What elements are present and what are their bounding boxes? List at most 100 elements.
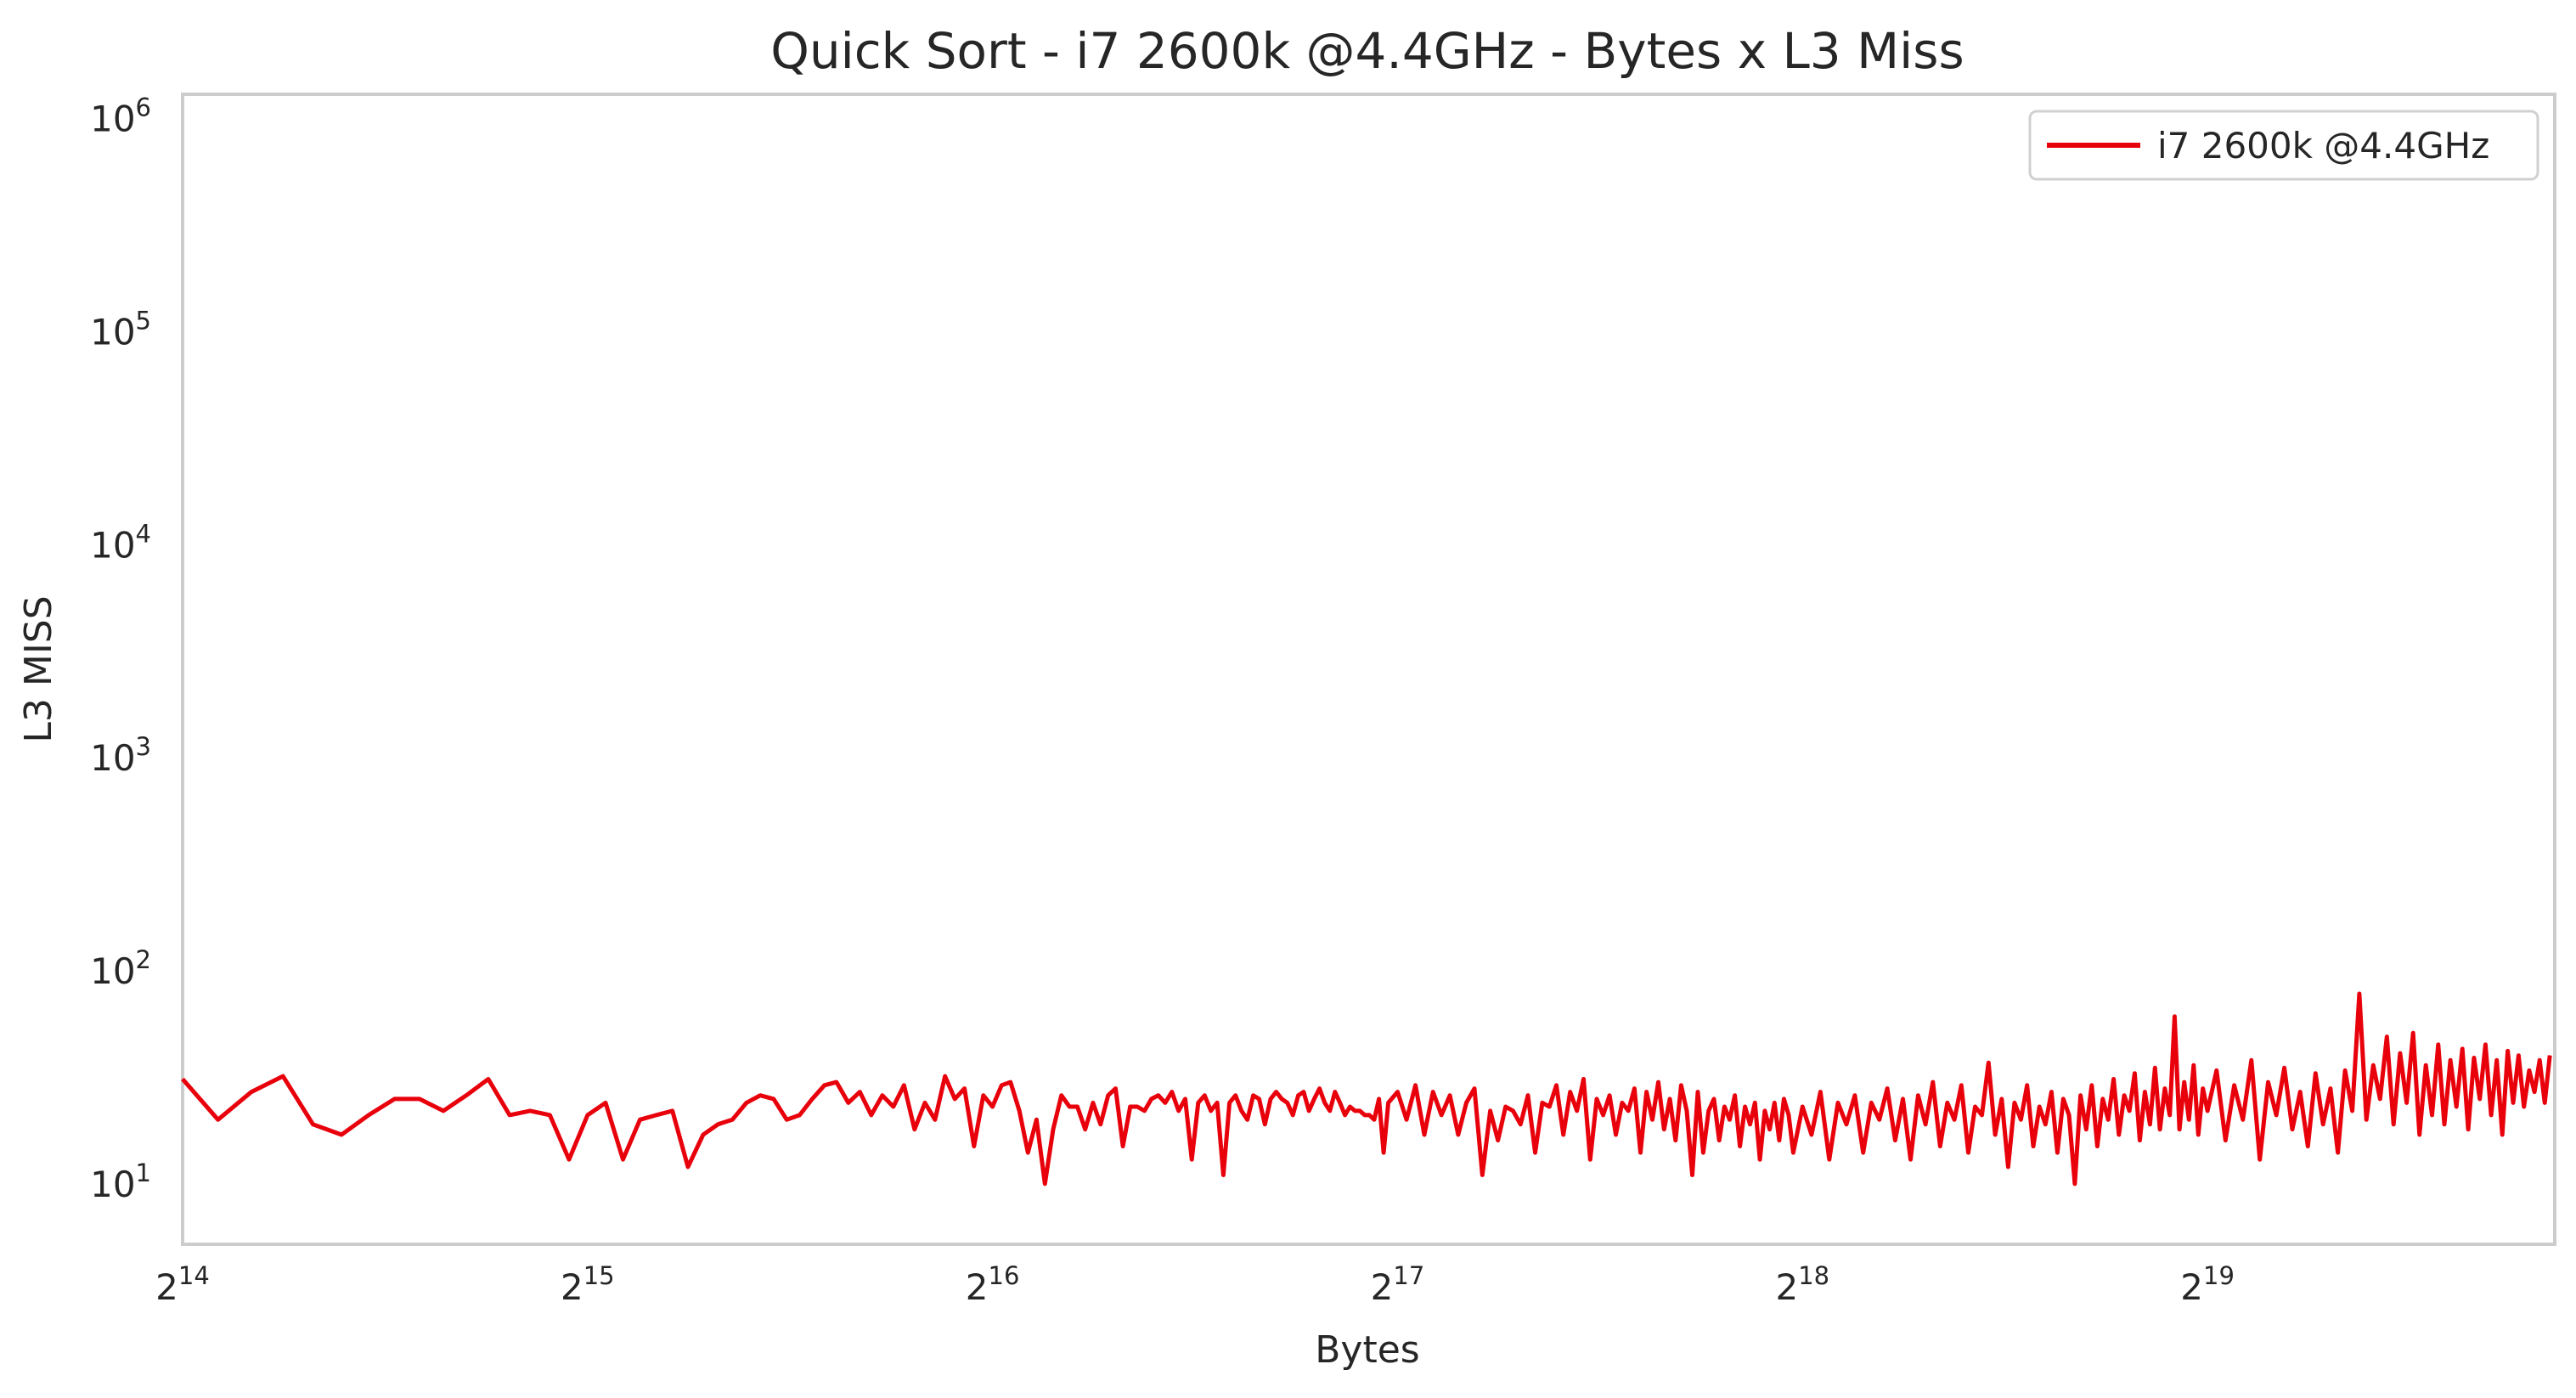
data-point: [2344, 1069, 2346, 1071]
data-point: [2164, 1088, 2166, 1090]
data-point: [2393, 1124, 2394, 1125]
data-point: [2412, 1032, 2414, 1034]
data-point: [2096, 1146, 2098, 1147]
data-point: [2496, 1059, 2498, 1061]
x-tick-label: 215: [561, 1261, 615, 1308]
data-point: [1651, 1119, 1654, 1120]
data-point: [1334, 1091, 1336, 1093]
data-point: [2528, 1069, 2530, 1071]
data-point: [1548, 1106, 1550, 1108]
x-tick-label-exponent: 14: [178, 1261, 210, 1290]
data-point: [2501, 1134, 2503, 1136]
y-tick-label-exponent: 1: [136, 1158, 151, 1187]
data-point: [1728, 1119, 1731, 1120]
data-point: [1788, 1114, 1790, 1116]
data-point: [1527, 1095, 1529, 1096]
legend-box: [2028, 110, 2539, 181]
data-point: [1932, 1081, 1934, 1083]
data-point: [2259, 1158, 2261, 1160]
data-point: [1686, 1110, 1688, 1112]
data-point: [1734, 1095, 1736, 1096]
y-tick-label-exponent: 6: [136, 93, 151, 122]
data-point: [1354, 1110, 1356, 1112]
data-point: [1589, 1158, 1591, 1160]
data-point: [1396, 1091, 1399, 1093]
data-point: [1287, 1102, 1288, 1103]
data-point: [1576, 1110, 1578, 1112]
x-tick-label-base: 2: [2180, 1266, 2203, 1308]
data-point: [983, 1095, 984, 1096]
data-point: [1894, 1140, 1896, 1142]
data-point: [2275, 1114, 2277, 1116]
data-point: [746, 1102, 747, 1103]
data-point: [1490, 1110, 1491, 1112]
data-point: [1582, 1078, 1585, 1080]
data-point: [1621, 1102, 1623, 1103]
data-point: [509, 1114, 510, 1116]
x-tick-label-base: 2: [155, 1266, 178, 1308]
data-point: [1769, 1129, 1771, 1130]
data-point: [2291, 1129, 2293, 1130]
data-point: [2134, 1073, 2135, 1074]
data-point: [529, 1110, 531, 1112]
data-point: [1505, 1106, 1507, 1108]
data-point: [442, 1110, 444, 1112]
data-point: [1378, 1098, 1380, 1100]
data-point: [924, 1102, 926, 1103]
x-tick-label: 217: [1371, 1261, 1425, 1308]
data-point: [2113, 1078, 2115, 1080]
data-point: [2188, 1119, 2190, 1120]
data-point: [717, 1124, 719, 1125]
data-point: [811, 1098, 813, 1100]
data-point: [1519, 1124, 1521, 1125]
data-point: [2068, 1114, 2070, 1116]
data-point: [2449, 1059, 2451, 1061]
y-tick-label-exponent: 2: [136, 945, 151, 974]
data-point: [2139, 1140, 2140, 1142]
data-point: [1092, 1102, 1094, 1103]
data-point: [1241, 1110, 1243, 1112]
x-tick-label: 218: [1775, 1261, 1829, 1308]
y-axis-label: L3 MISS: [17, 595, 60, 742]
x-tick-label-exponent: 18: [1798, 1261, 1829, 1290]
data-point: [2044, 1124, 2046, 1125]
data-point: [1210, 1110, 1212, 1112]
data-point: [1939, 1146, 1941, 1147]
data-point: [394, 1098, 396, 1100]
data-point: [2216, 1069, 2218, 1071]
y-tick-label-exponent: 3: [136, 732, 151, 761]
data-point: [1909, 1158, 1912, 1160]
data-point: [1657, 1081, 1660, 1083]
data-point: [1216, 1102, 1218, 1103]
data-point: [1076, 1106, 1079, 1108]
data-point: [2549, 1055, 2551, 1057]
data-point: [1759, 1158, 1761, 1160]
data-point: [2159, 1129, 2161, 1130]
data-point: [1764, 1110, 1766, 1112]
data-point: [1344, 1114, 1346, 1116]
y-tick-label-base: 10: [90, 99, 135, 140]
data-point: [2406, 1102, 2408, 1103]
data-point: [1697, 1091, 1699, 1093]
data-point: [2352, 1110, 2353, 1112]
data-point: [1953, 1119, 1955, 1120]
data-point: [1292, 1114, 1294, 1116]
data-point: [1339, 1102, 1341, 1103]
data-point: [2062, 1098, 2064, 1100]
data-point: [1122, 1146, 1124, 1147]
legend: i7 2600k @4.4GHz: [2028, 110, 2539, 181]
data-point: [1627, 1110, 1629, 1112]
data-point: [656, 1114, 657, 1116]
y-tick-label-base: 10: [90, 1164, 135, 1205]
data-point: [1178, 1110, 1180, 1112]
data-point: [798, 1114, 801, 1116]
data-point: [2193, 1064, 2195, 1066]
data-point: [1646, 1091, 1648, 1093]
data-point: [2001, 1098, 2003, 1100]
data-point: [1974, 1106, 1976, 1108]
x-axis-label: Bytes: [1315, 1328, 1419, 1372]
data-point: [2512, 1102, 2514, 1103]
data-point: [944, 1075, 946, 1077]
data-point: [1319, 1088, 1321, 1090]
data-point: [1609, 1095, 1610, 1096]
